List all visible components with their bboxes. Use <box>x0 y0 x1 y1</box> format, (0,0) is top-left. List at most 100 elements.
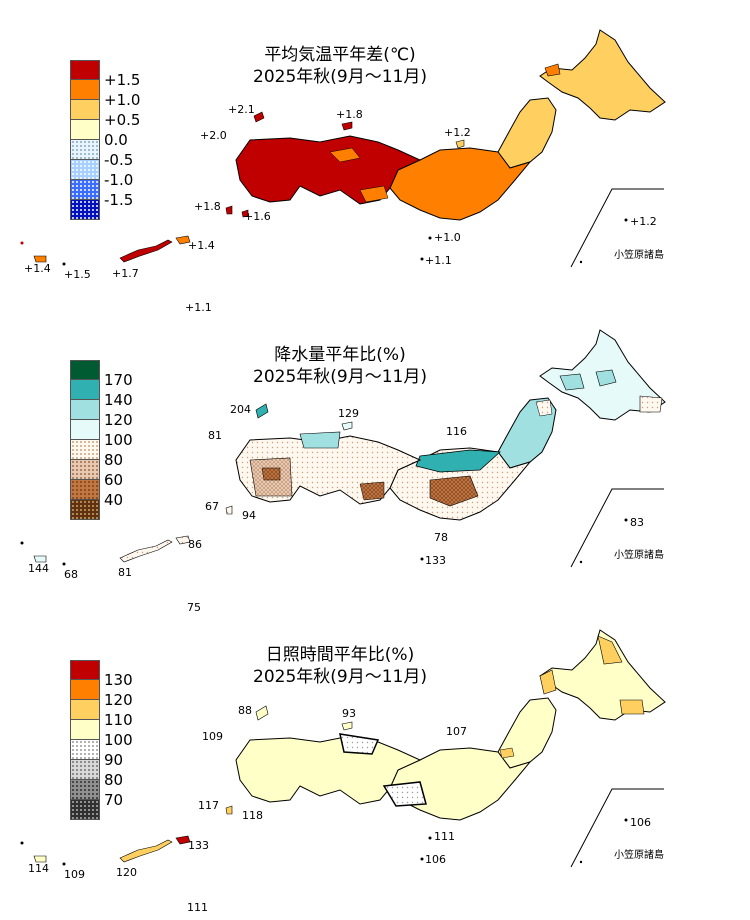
legend-swatch <box>70 80 100 100</box>
precipitation-panel: 降水量平年比(%) 2025年秋(9月～11月) 170 140 120 100… <box>0 300 750 614</box>
station-value: 133 <box>188 839 209 852</box>
station-value: +1.8 <box>194 200 221 213</box>
legend-label: 70 <box>104 791 124 809</box>
legend-swatch <box>70 420 100 440</box>
temperature-panel: 平均気温平年差(℃) 2025年秋(9月～11月) +1.5 +1.0 +0.5… <box>0 0 750 314</box>
station-value: 78 <box>434 531 448 544</box>
legend-label: 130 <box>104 671 133 689</box>
station-value: 144 <box>28 562 49 575</box>
legend-swatch <box>70 740 100 760</box>
station-value: +1.2 <box>444 126 471 139</box>
station-value: 86 <box>188 538 202 551</box>
legend-swatch <box>70 380 100 400</box>
station-value: +1.5 <box>64 268 91 281</box>
sunshine-panel: 日照時間平年比(%) 2025年秋(9月～11月) 130 120 110 10… <box>0 600 750 914</box>
legend-label: 110 <box>104 711 133 729</box>
station-value: 81 <box>118 566 132 579</box>
station-value: 118 <box>242 809 263 822</box>
sunshine-title: 日照時間平年比(%) <box>265 645 415 665</box>
station-value: 83 <box>630 516 644 529</box>
ogasawara-label: 小笠原諸島 <box>614 550 664 561</box>
legend-label: 80 <box>104 451 124 469</box>
legend-label: 100 <box>104 431 133 449</box>
station-value: 68 <box>64 568 78 581</box>
legend-swatch <box>70 440 100 460</box>
ogasawara-inset-frame <box>570 188 664 268</box>
legend-swatch <box>70 200 100 220</box>
legend-label: 120 <box>104 411 133 429</box>
legend-label: 100 <box>104 731 133 749</box>
temperature-title: 平均気温平年差(℃) <box>264 45 416 65</box>
legend-swatch <box>70 100 100 120</box>
station-value: +1.6 <box>244 210 271 223</box>
legend-label: +1.0 <box>104 91 141 109</box>
central-japan-region <box>389 147 532 221</box>
station-value: 75 <box>187 601 201 614</box>
station-value: 67 <box>205 500 219 513</box>
station-value: 93 <box>342 707 356 720</box>
station-value: 117 <box>198 799 219 812</box>
precipitation-map <box>20 329 666 568</box>
station-value: +2.0 <box>200 129 227 142</box>
western-japan-region <box>235 135 422 205</box>
legend-swatch <box>70 780 100 800</box>
legend-swatch <box>70 180 100 200</box>
legend-label: -1.5 <box>104 191 134 209</box>
station-value: 111 <box>187 901 208 914</box>
sunshine-period: 2025年秋(9月～11月) <box>253 667 427 687</box>
station-value: 109 <box>202 730 223 743</box>
temperature-legend-labels: +1.5 +1.0 +0.5 0.0 -0.5 -1.0 -1.5 <box>104 70 140 210</box>
legend-label: +0.5 <box>104 111 141 129</box>
legend-swatch <box>70 800 100 820</box>
station-value: 116 <box>446 425 467 438</box>
temperature-legend <box>70 60 100 220</box>
station-value: +1.2 <box>630 215 657 228</box>
station-value: 133 <box>425 554 446 567</box>
station-value: 204 <box>230 403 251 416</box>
legend-swatch <box>70 680 100 700</box>
legend-swatch <box>70 760 100 780</box>
hokkaido-region <box>539 29 666 121</box>
legend-swatch <box>70 400 100 420</box>
legend-swatch <box>70 360 100 380</box>
station-value: +1.4 <box>188 239 215 252</box>
ogasawara-inset-frame <box>570 488 664 568</box>
temperature-period: 2025年秋(9月～11月) <box>253 67 427 87</box>
legend-swatch <box>70 160 100 180</box>
legend-label: 80 <box>104 771 124 789</box>
legend-label: 0.0 <box>104 131 128 149</box>
legend-swatch <box>70 720 100 740</box>
sunshine-map <box>20 629 666 868</box>
station-value: +1.7 <box>112 267 139 280</box>
precipitation-title: 降水量平年比(%) <box>274 345 406 365</box>
precipitation-period: 2025年秋(9月～11月) <box>253 367 427 387</box>
legend-swatch <box>70 140 100 160</box>
tohoku-region <box>497 97 557 169</box>
ogasawara-inset-frame <box>570 788 664 868</box>
ogasawara-label: 小笠原諸島 <box>614 850 664 861</box>
legend-label: 140 <box>104 391 133 409</box>
legend-label: 90 <box>104 751 124 769</box>
legend-label: -0.5 <box>104 151 134 169</box>
legend-swatch <box>70 660 100 680</box>
station-value: 106 <box>425 853 446 866</box>
station-value: 81 <box>208 429 222 442</box>
temperature-map <box>20 29 666 268</box>
legend-label: -1.0 <box>104 171 134 189</box>
station-value: 94 <box>242 509 256 522</box>
station-value: 107 <box>446 725 467 738</box>
station-value: +1.1 <box>185 301 212 314</box>
sunshine-legend <box>70 660 100 820</box>
legend-swatch <box>70 500 100 520</box>
legend-label: 60 <box>104 471 124 489</box>
precipitation-legend-labels: 170 140 120 100 80 60 40 <box>104 370 133 510</box>
legend-label: 170 <box>104 371 133 389</box>
station-value: +1.4 <box>24 262 51 275</box>
station-value: 129 <box>338 407 359 420</box>
station-value: 109 <box>64 868 85 881</box>
legend-label: 40 <box>104 491 124 509</box>
station-value: +2.1 <box>228 103 255 116</box>
station-value: 120 <box>116 866 137 879</box>
legend-swatch <box>70 460 100 480</box>
legend-label: 120 <box>104 691 133 709</box>
